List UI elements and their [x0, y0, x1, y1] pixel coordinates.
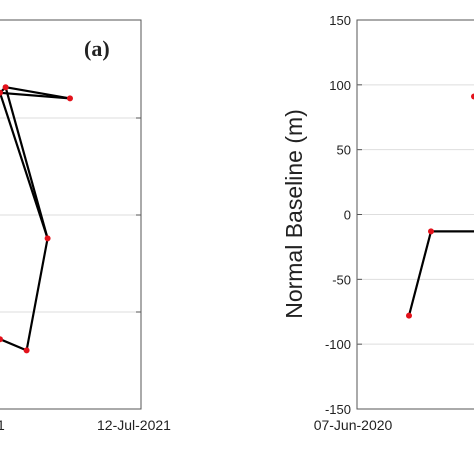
panel-b-acquisition-point	[428, 228, 434, 235]
panel-a-baseline-edge	[25, 238, 49, 351]
panel-a-edges	[0, 86, 71, 352]
panel-a-acquisition-point	[2, 84, 9, 91]
panel-a-x-tick-label-left: 1	[0, 417, 5, 433]
panel-b-y-tick-label: -100	[325, 337, 351, 352]
panel-b-y-tick-label: -150	[325, 402, 351, 417]
panel-a-baseline-edge	[0, 91, 71, 100]
panel-a-acquisition-point	[23, 347, 30, 354]
panel-b-x-tick-label: 07-Jun-2020	[314, 417, 393, 433]
panel-a-x-tick-label-right: 12-Jul-2021	[97, 417, 171, 433]
panel-b-y-tick-label: 50	[337, 143, 351, 158]
panel-b-acquisition-point	[471, 93, 474, 100]
panel-a-grid	[0, 117, 141, 313]
panel-b-baseline-edge	[407, 231, 433, 316]
panel-a-acquisition-point	[44, 235, 51, 242]
panel-a-baseline-edge	[0, 92, 49, 239]
panel-b-y-tick-label: 100	[329, 78, 351, 93]
panel-b-y-axis-title: Normal Baseline (m)	[281, 109, 307, 319]
panel-b-y-tick-label: -50	[332, 272, 351, 287]
panel-b-edges	[407, 230, 474, 316]
panel-b-y-tick-label: 0	[344, 208, 351, 223]
panel-a-ticks	[136, 117, 141, 313]
panel-a-baseline-edge	[4, 86, 49, 239]
panel-b-y-tick-label: 150	[329, 13, 351, 28]
panel-a-acquisition-point	[0, 89, 3, 96]
panel-b: 150 100 50 0 -50 -100 -150 Normal Baseline (m)…	[281, 13, 474, 433]
panel-b-acquisition-point	[406, 312, 412, 319]
panel-a-baseline-edge	[0, 338, 28, 352]
panel-b-points	[406, 93, 474, 319]
panel-a-label: (a)	[84, 36, 110, 61]
panel-a: (a) 1 12-Jul-2021	[0, 19, 171, 433]
panel-b-y-ticks: 150 100 50 0 -50 -100 -150	[325, 13, 362, 417]
panel-a-acquisition-point	[67, 95, 73, 102]
panel-a-acquisition-point	[0, 336, 3, 343]
panel-a-points	[0, 84, 73, 354]
panel-b-grid	[357, 84, 474, 345]
